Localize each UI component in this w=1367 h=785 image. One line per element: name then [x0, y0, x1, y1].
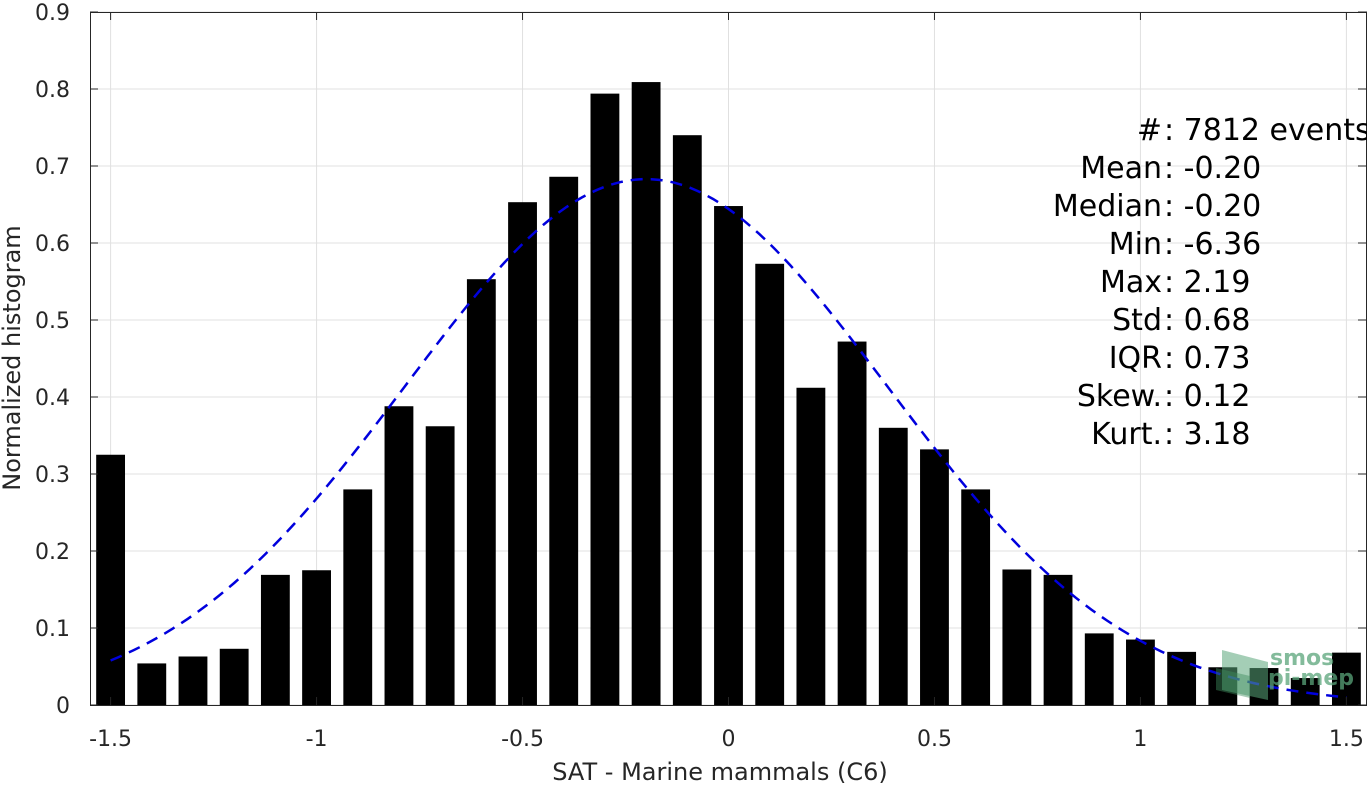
stat-value: : 7812 events: [1164, 113, 1367, 148]
x-tick-label: 1: [1133, 727, 1147, 752]
x-tick-label: 0.5: [917, 727, 952, 752]
histogram-bar: [631, 82, 661, 705]
stat-label: Max: [1100, 265, 1162, 300]
histogram-bar: [1043, 574, 1073, 705]
stat-value: : 3.18: [1164, 417, 1250, 452]
y-tick-label: 0.4: [35, 386, 70, 411]
histogram-bar: [837, 341, 867, 705]
stat-value: : 2.19: [1164, 265, 1250, 300]
stat-label: IQR: [1109, 341, 1162, 376]
gaussian-fit-curve: [110, 177, 1347, 699]
histogram-bar: [219, 648, 249, 705]
y-tick-label: 0.8: [35, 78, 70, 103]
stat-value: : -6.36: [1164, 227, 1261, 262]
histogram-bar: [672, 135, 702, 705]
logo-text-line2: pi-mep: [1268, 666, 1354, 691]
histogram-bar: [137, 663, 167, 705]
y-tick-label: 0.6: [35, 232, 70, 257]
histogram-bar: [302, 570, 331, 705]
stat-label: Skew.: [1077, 379, 1162, 414]
stat-value: : 0.12: [1164, 379, 1250, 414]
histogram-bar: [1084, 633, 1114, 705]
x-axis-title: SAT - Marine mammals (C6): [552, 758, 887, 785]
y-tick-label: 0.7: [35, 155, 70, 180]
y-axis-ticks: 0 0.1 0.2 0.3 0.4 0.5 0.6 0.7 0.8 0.9: [35, 1, 1367, 719]
y-tick-label: 0.9: [35, 1, 70, 26]
histogram-bar: [590, 93, 620, 706]
y-tick-label: 0.5: [35, 309, 70, 334]
stat-label: Mean: [1080, 151, 1162, 186]
stat-value: : 0.68: [1164, 303, 1250, 338]
y-tick-label: 0: [56, 694, 70, 719]
histogram-bar: [796, 387, 826, 705]
histogram-bar: [508, 202, 537, 705]
x-tick-label: -0.5: [501, 727, 544, 752]
x-tick-label: -1: [306, 727, 328, 752]
histogram-bar: [466, 279, 496, 705]
histogram-bar: [755, 263, 785, 705]
histogram-bar: [1002, 569, 1032, 705]
histogram-bar: [714, 206, 743, 706]
stat-label: Kurt.: [1091, 417, 1162, 452]
histogram-bar: [878, 427, 908, 705]
histogram-bar: [343, 489, 373, 705]
y-tick-label: 0.3: [35, 463, 70, 488]
y-axis-title: Normalized histogram: [0, 225, 26, 490]
stat-label: Min: [1109, 227, 1162, 262]
stat-value: : -0.20: [1164, 151, 1261, 186]
histogram-bar: [425, 426, 455, 705]
stat-value: : 0.73: [1164, 341, 1250, 376]
y-tick-label: 0.2: [35, 540, 70, 565]
y-tick-label: 0.1: [35, 617, 70, 642]
stat-label: #: [1137, 113, 1162, 148]
stat-value: : -0.20: [1164, 189, 1261, 224]
stat-label: Median: [1053, 189, 1162, 224]
histogram-bar: [260, 574, 290, 705]
x-tick-label: 0: [722, 727, 736, 752]
histogram-bar: [96, 454, 126, 705]
histogram-bar: [961, 489, 991, 705]
histogram-bar: [178, 656, 208, 705]
x-axis-ticks: -1.5 -1 -0.5 0 0.5 1 1.5: [89, 12, 1364, 752]
logo-mark-shade-icon: [1216, 668, 1250, 698]
logo-mark-icon: [1222, 650, 1268, 700]
histogram-bar: [1126, 639, 1155, 705]
histogram-bar: [549, 176, 579, 705]
stat-label: Std: [1112, 303, 1162, 338]
x-tick-label: -1.5: [89, 727, 132, 752]
histogram-bars: [96, 82, 1361, 706]
logo-text-line1: smos: [1270, 646, 1334, 671]
histogram-bar: [920, 449, 949, 705]
histogram-bar: [384, 406, 414, 705]
smos-pimep-logo: smos pi-mep: [1216, 646, 1354, 700]
x-tick-label: 1.5: [1329, 727, 1364, 752]
